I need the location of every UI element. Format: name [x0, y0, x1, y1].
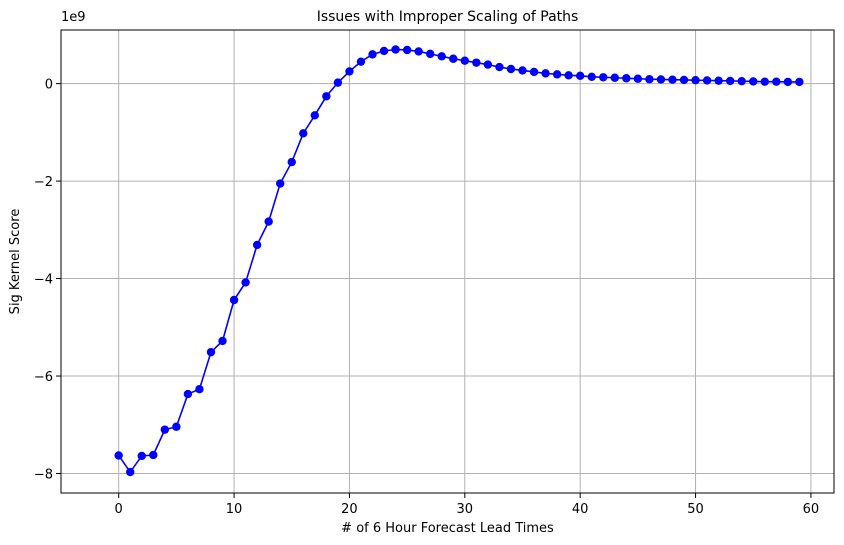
data-point [599, 73, 608, 82]
data-point [564, 71, 573, 80]
chart-title: Issues with Improper Scaling of Paths [317, 9, 579, 25]
data-point [691, 75, 700, 85]
data-point [656, 75, 666, 84]
data-point [541, 69, 550, 78]
x-tick-label: 50 [687, 502, 704, 517]
data-point [114, 451, 123, 460]
data-point [414, 47, 423, 56]
data-point [391, 45, 400, 54]
y-offset-label: 1e9 [61, 10, 86, 25]
data-point [760, 77, 769, 86]
data-point [679, 75, 689, 85]
data-point [449, 54, 458, 63]
data-point [737, 76, 746, 86]
data-point [622, 74, 631, 83]
data-point [610, 73, 619, 82]
data-point [425, 49, 435, 59]
data-point [714, 76, 723, 85]
x-tick-label: 10 [226, 502, 243, 517]
data-point [645, 75, 654, 84]
data-point [437, 52, 446, 61]
data-point [506, 64, 516, 74]
data-point [137, 451, 146, 461]
x-axis-label: # of 6 Hour Forecast Lead Times [341, 521, 554, 536]
data-point [276, 179, 285, 188]
x-tick-label: 60 [803, 502, 820, 517]
data-point [379, 46, 389, 56]
data-point [345, 67, 354, 76]
data-point [264, 217, 273, 226]
data-point [725, 76, 735, 86]
ticks-layer: 0 10 20 30 40 50 60 −8 −6 −4 −2 0 [34, 78, 819, 517]
data-point [172, 422, 181, 431]
data-point [241, 278, 250, 287]
series-layer [114, 45, 804, 477]
data-point [299, 129, 308, 138]
x-tick-label: 0 [115, 502, 123, 517]
grid-layer [61, 30, 834, 493]
data-point [633, 74, 643, 83]
data-point [322, 92, 331, 101]
data-point [252, 240, 262, 250]
y-tick-label: −6 [34, 370, 53, 385]
data-point [702, 76, 712, 85]
data-point [218, 336, 227, 346]
y-tick-label: −8 [34, 468, 53, 483]
data-point [483, 60, 493, 69]
data-point [287, 157, 296, 167]
data-point [149, 450, 158, 460]
data-point [126, 467, 135, 477]
data-point [575, 71, 585, 81]
data-point [402, 45, 412, 55]
data-point [333, 78, 343, 87]
data-point [668, 75, 677, 84]
data-point [749, 77, 758, 86]
data-point [518, 66, 527, 75]
data-point [783, 77, 793, 87]
data-point [460, 56, 470, 65]
data-point [195, 384, 204, 394]
data-point [229, 295, 239, 305]
data-point [310, 111, 320, 120]
y-axis-label: Sig Kernel Score [8, 209, 23, 315]
data-point [160, 425, 170, 434]
data-point [529, 67, 539, 77]
data-point [772, 77, 781, 86]
y-tick-label: −4 [34, 273, 53, 288]
data-point [472, 58, 481, 67]
data-point [183, 389, 193, 399]
y-tick-label: −2 [34, 175, 53, 190]
x-tick-label: 30 [457, 502, 474, 517]
data-point [356, 57, 366, 66]
data-point [552, 70, 562, 79]
data-point [587, 72, 596, 81]
data-point [795, 77, 804, 87]
data-point [495, 62, 504, 72]
data-point [206, 347, 216, 357]
data-point [368, 50, 377, 59]
plot-frame [60, 29, 835, 494]
y-tick-label: 0 [45, 78, 53, 93]
x-tick-label: 20 [341, 502, 358, 517]
x-tick-label: 40 [572, 502, 589, 517]
